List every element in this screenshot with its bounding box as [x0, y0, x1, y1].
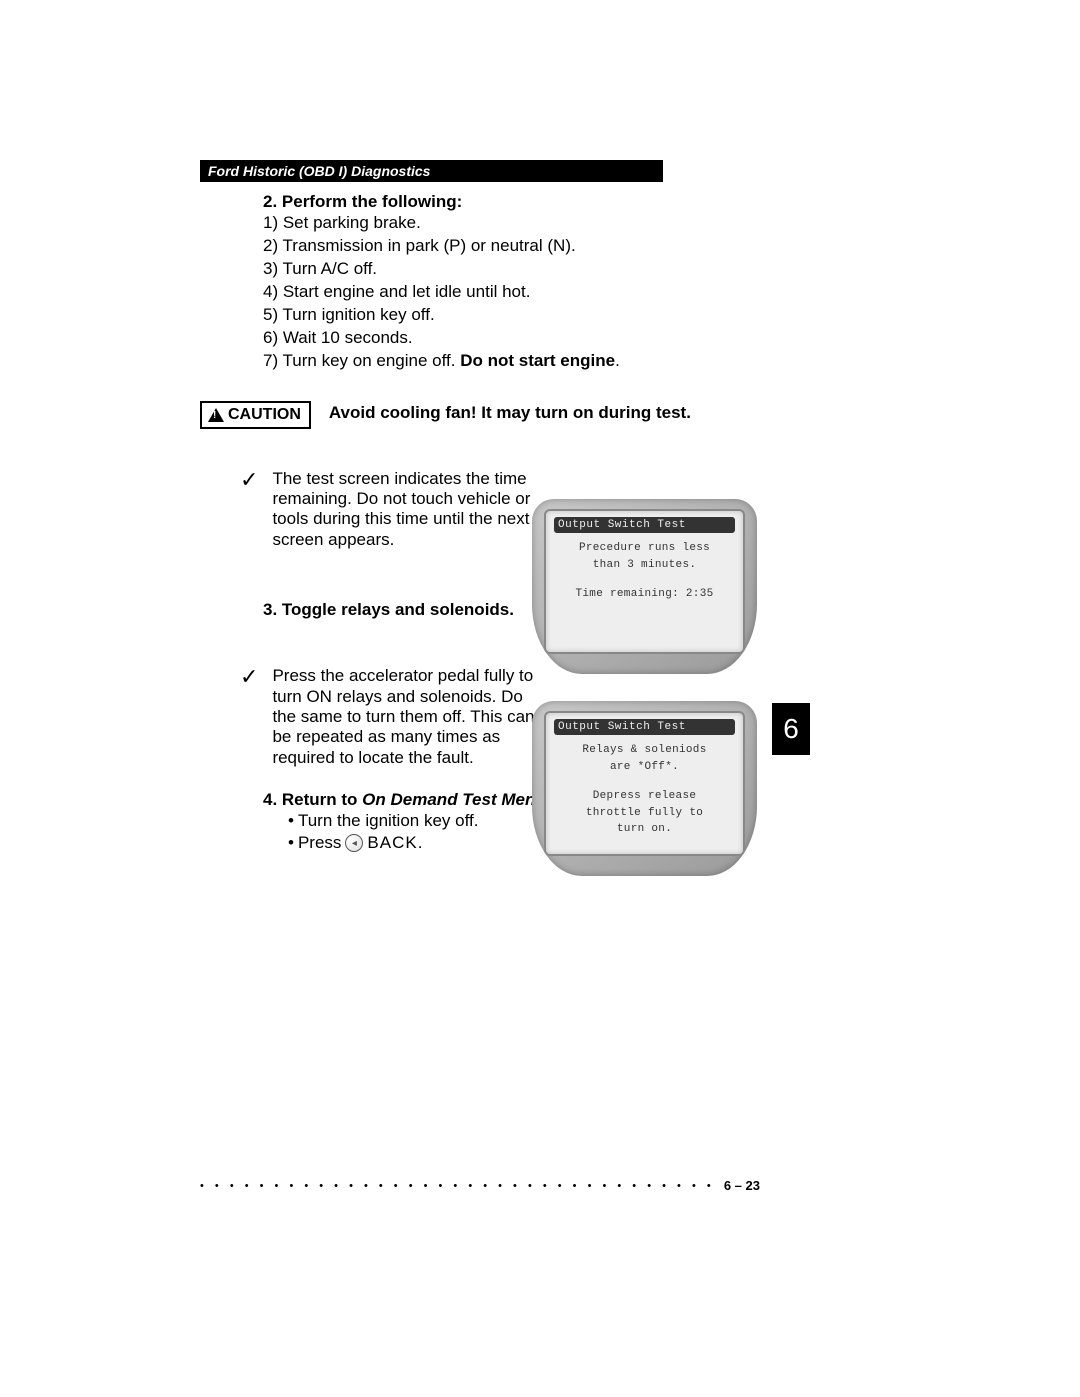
footer-dots: • • • • • • • • • • • • • • • • • • • • …: [200, 1180, 716, 1192]
device-screen: Output Switch Test Relays & soleniods ar…: [544, 711, 745, 856]
section-header: Ford Historic (OBD I) Diagnostics: [200, 160, 663, 182]
screen-line: Time remaining: 2:35: [554, 587, 735, 602]
screen-title: Output Switch Test: [554, 719, 735, 735]
list-item-text: 7) Turn key on engine off.: [263, 351, 460, 370]
list-item: 6) Wait 10 seconds.: [263, 327, 900, 350]
screen-line: throttle fully to: [554, 806, 735, 821]
screen-body: Precedure runs less than 3 minutes. Time…: [554, 541, 735, 646]
list-item: 7) Turn key on engine off. Do not start …: [263, 350, 900, 373]
warning-icon: [208, 408, 224, 422]
caution-text: Avoid cooling fan! It may turn on during…: [329, 403, 691, 423]
chapter-tab: 6: [772, 703, 810, 755]
step-4-italic: On Demand Test Menu.: [362, 790, 550, 809]
list-item: 5) Turn ignition key off.: [263, 304, 900, 327]
list-item-bold: Do not start engine: [460, 351, 615, 370]
screen-title: Output Switch Test: [554, 517, 735, 533]
caution-box: CAUTION: [200, 401, 311, 429]
step-2-list: 1) Set parking brake. 2) Transmission in…: [263, 212, 900, 373]
list-item: 4) Start engine and let idle until hot.: [263, 281, 900, 304]
page-footer: • • • • • • • • • • • • • • • • • • • • …: [200, 1178, 760, 1193]
list-item-text: .: [615, 351, 620, 370]
device-shell: Output Switch Test Precedure runs less t…: [532, 499, 757, 674]
bullet-text: Press: [298, 832, 341, 854]
screen-line: turn on.: [554, 822, 735, 837]
device-screenshot-2: Output Switch Test Relays & soleniods ar…: [532, 701, 757, 876]
device-screen: Output Switch Test Precedure runs less t…: [544, 509, 745, 654]
page-number: 6 – 23: [716, 1178, 760, 1193]
list-item: 2) Transmission in park (P) or neutral (…: [263, 235, 900, 258]
check-icon: ✓: [240, 666, 258, 688]
device-screenshot-1: Output Switch Test Precedure runs less t…: [532, 499, 757, 674]
list-item: 1) Set parking brake.: [263, 212, 900, 235]
screen-gap: [554, 777, 735, 787]
screen-gap: [554, 575, 735, 585]
screen-body: Relays & soleniods are *Off*. Depress re…: [554, 743, 735, 848]
device-shell: Output Switch Test Relays & soleniods ar…: [532, 701, 757, 876]
document-page: Ford Historic (OBD I) Diagnostics 2. Per…: [0, 0, 1080, 1397]
check-text: The test screen indicates the time remai…: [272, 469, 542, 551]
screen-line: Relays & soleniods: [554, 743, 735, 758]
bullet-text: BACK.: [367, 832, 423, 854]
step-2-heading: 2. Perform the following:: [263, 192, 900, 212]
check-icon: ✓: [240, 469, 258, 491]
screen-line: Precedure runs less: [554, 541, 735, 556]
list-item: 3) Turn A/C off.: [263, 258, 900, 281]
screen-line: Depress release: [554, 789, 735, 804]
back-button-icon: ◂: [345, 834, 363, 852]
caution-label: CAUTION: [228, 406, 301, 424]
step-4-pre: 4. Return to: [263, 790, 362, 809]
check-text: Press the accelerator pedal fully to tur…: [272, 666, 542, 768]
caution-row: CAUTION Avoid cooling fan! It may turn o…: [200, 401, 900, 429]
bullet-text: Turn the ignition key off.: [298, 810, 479, 832]
screen-line: than 3 minutes.: [554, 558, 735, 573]
screen-line: are *Off*.: [554, 760, 735, 775]
